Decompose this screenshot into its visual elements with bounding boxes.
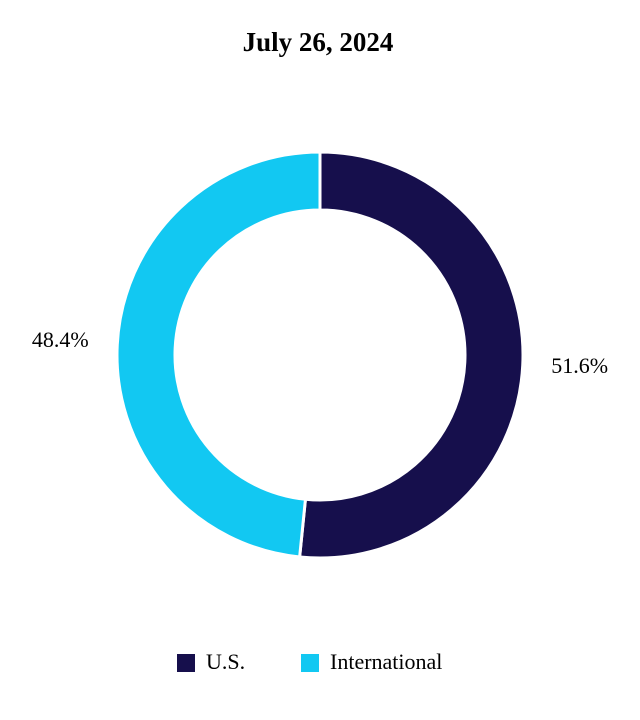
legend-label: U.S.: [206, 649, 245, 674]
chart-title: July 26, 2024: [243, 27, 394, 57]
slice: [297, 150, 525, 560]
data-label: 48.4%: [32, 327, 89, 352]
legend-label: International: [330, 649, 442, 674]
legend-swatch: [301, 654, 319, 672]
slice: [115, 150, 322, 559]
data-label: 51.6%: [551, 353, 608, 378]
legend-swatch: [177, 654, 195, 672]
